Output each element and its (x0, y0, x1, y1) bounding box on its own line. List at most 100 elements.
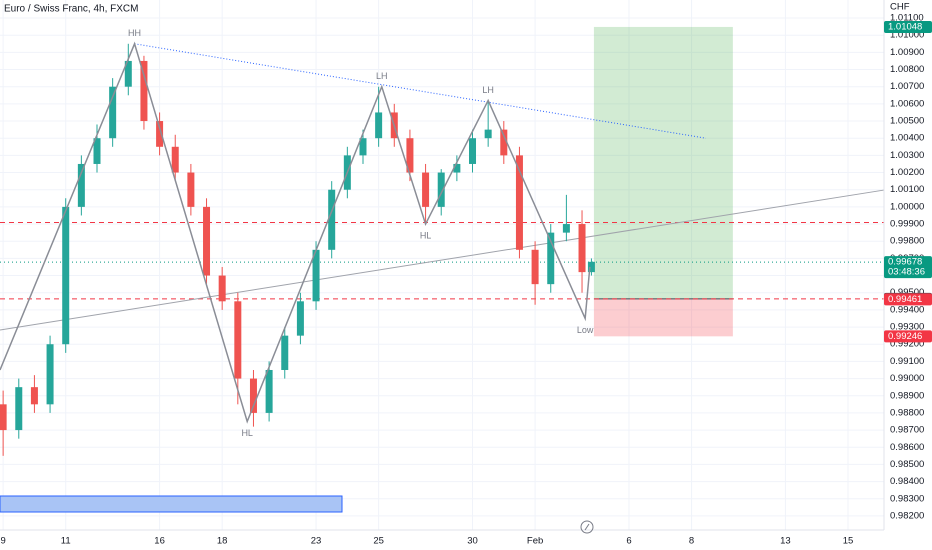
candle-body (578, 224, 586, 273)
price-badge (884, 330, 932, 343)
candle-body (203, 206, 211, 276)
candle-body (140, 60, 148, 122)
y-tick-label: 0.99000 (890, 373, 924, 384)
candle-body (46, 344, 54, 405)
candle-body (77, 163, 85, 207)
y-tick-label: 0.98800 (890, 407, 924, 418)
candle-body (406, 138, 414, 173)
x-tick-label: 16 (154, 536, 165, 547)
candle-body (265, 369, 273, 413)
y-tick-label: 1.00800 (890, 64, 924, 75)
candle-body (515, 155, 523, 250)
candle-body (281, 335, 289, 370)
pattern-label: Low (577, 325, 594, 335)
x-tick-label: 9 (0, 536, 5, 547)
x-tick-label: 6 (626, 536, 631, 547)
x-tick-label: Feb (527, 536, 543, 547)
x-tick-label: 30 (467, 536, 478, 547)
candle-body (531, 249, 539, 285)
chart-title: Euro / Swiss Franc, 4h, FXCM (4, 4, 138, 15)
y-tick-label: 1.00100 (890, 184, 924, 195)
y-tick-label: 0.99900 (890, 219, 924, 230)
candle-body (296, 301, 304, 336)
candle-body (587, 261, 595, 273)
candle-body (30, 387, 38, 405)
x-tick-label: 11 (61, 536, 71, 547)
price-badge (884, 20, 932, 33)
y-tick-label: 0.99100 (890, 356, 924, 367)
candle-body (234, 301, 242, 379)
y-tick-label: 1.00700 (890, 81, 924, 92)
y-tick-label: 1.01000 (890, 30, 924, 41)
replay-icon[interactable] (580, 520, 594, 534)
y-tick-label: 0.98600 (890, 442, 924, 453)
y-tick-label: 1.00900 (890, 47, 924, 58)
y-tick-label: 0.98500 (890, 459, 924, 470)
candle-body (500, 129, 508, 156)
stop-zone (593, 298, 733, 337)
candle-body (437, 172, 445, 207)
candle-body (62, 206, 70, 345)
candle-body (328, 189, 336, 250)
price-badge-label: 0.99461 (888, 294, 922, 305)
candle-body (171, 146, 179, 173)
candle-body (15, 387, 23, 431)
x-tick-label: 15 (843, 536, 854, 547)
candle-body (562, 224, 570, 233)
x-tick-label: 13 (780, 536, 791, 547)
plot-area: HH HL LH HL LH Low (0, 0, 885, 530)
candle-body (218, 275, 226, 302)
candle-body (422, 172, 430, 207)
y-tick-label: 0.99400 (890, 304, 924, 315)
x-tick-label: 25 (373, 536, 384, 547)
candle-body (359, 138, 367, 156)
resistance-line (134, 43, 707, 139)
y-tick-label: 0.98900 (890, 390, 924, 401)
currency-label: CHF (890, 2, 910, 13)
candle-body (187, 172, 195, 207)
candle-body (453, 163, 461, 173)
candle-body (469, 138, 477, 164)
candle-body (0, 404, 7, 431)
x-tick-label: 18 (217, 536, 228, 547)
candle-body (484, 129, 492, 139)
price-badge-label: 0.99678 (888, 257, 922, 268)
y-tick-label: 0.98300 (890, 493, 924, 504)
pattern-label: LH (482, 85, 494, 95)
candle-body (547, 232, 555, 285)
candle-body (109, 86, 117, 139)
y-tick-label: 0.98200 (890, 510, 924, 521)
y-tick-label: 1.00200 (890, 167, 924, 178)
x-tick-label: 23 (311, 536, 322, 547)
price-badge-label: 1.01048 (888, 21, 922, 32)
y-tick-label: 1.00600 (890, 98, 924, 109)
price-badge (884, 256, 932, 279)
y-tick-label: 1.01100 (890, 13, 924, 24)
candle-body (312, 249, 320, 302)
y-tick-label: 0.98400 (890, 476, 924, 487)
price-badge (884, 293, 932, 306)
y-tick-label: 1.00400 (890, 133, 924, 144)
drawn-rectangle (0, 495, 343, 513)
candle-body (156, 121, 164, 147)
price-badge-label: 0.99246 (888, 331, 922, 342)
x-tick-label: 8 (689, 536, 694, 547)
pattern-label: HL (241, 428, 253, 438)
y-tick-label: 0.99300 (890, 322, 924, 333)
y-tick-label: 1.00500 (890, 116, 924, 127)
pattern-label: HH (128, 28, 141, 38)
y-tick-label: 1.00300 (890, 150, 924, 161)
trend-line (0, 189, 885, 331)
pattern-label: LH (376, 71, 388, 81)
y-tick-label: 0.99200 (890, 339, 924, 350)
candle-body (93, 138, 101, 164)
target-zone (593, 26, 733, 299)
y-tick-label: 0.99800 (890, 236, 924, 247)
pattern-label: HL (420, 230, 432, 240)
candle-body (375, 112, 383, 139)
countdown: 03:48:36 (888, 267, 925, 278)
y-tick-label: 0.98700 (890, 425, 924, 436)
zigzag (0, 41, 591, 424)
y-tick-label: 0.99500 (890, 287, 924, 298)
